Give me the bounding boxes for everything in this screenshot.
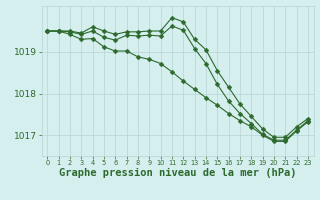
X-axis label: Graphe pression niveau de la mer (hPa): Graphe pression niveau de la mer (hPa) xyxy=(59,168,296,178)
